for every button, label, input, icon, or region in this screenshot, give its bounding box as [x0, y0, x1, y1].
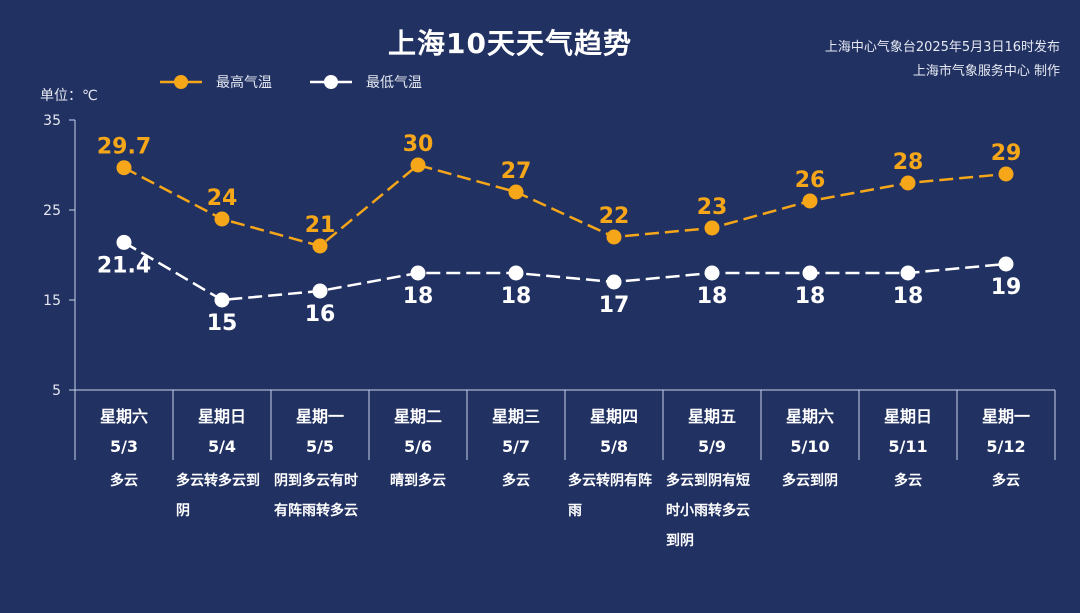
weekday-label: 星期六 — [100, 407, 148, 426]
data-label-low: 17 — [599, 293, 630, 318]
weather-description: 多云 — [992, 473, 1020, 489]
data-point-high — [312, 238, 328, 254]
date-label: 5/10 — [790, 437, 829, 456]
weekday-label: 星期日 — [198, 407, 246, 426]
data-point-high — [116, 160, 132, 176]
data-point-low — [116, 234, 132, 250]
data-point-low — [606, 274, 622, 290]
series-line-low — [123, 241, 1007, 302]
weekday-label: 星期一 — [296, 407, 344, 426]
series-line-high — [123, 163, 1007, 248]
date-label: 5/3 — [110, 437, 138, 456]
data-label-low: 19 — [991, 275, 1022, 300]
data-label-low: 18 — [697, 284, 728, 309]
weather-description: 晴到多云 — [390, 473, 446, 489]
data-point-high — [410, 157, 426, 173]
weather-description: 阴到多云有时有阵雨转多云 — [274, 473, 358, 519]
data-label-low: 18 — [893, 284, 924, 309]
legend-label-high: 最高气温 — [216, 75, 272, 91]
data-label-low: 18 — [501, 284, 532, 309]
data-label-high: 21 — [305, 213, 336, 238]
data-point-high — [704, 220, 720, 236]
legend-marker-low — [310, 75, 352, 89]
data-label-high: 29 — [991, 141, 1022, 166]
date-label: 5/4 — [208, 437, 236, 456]
date-label: 5/8 — [600, 437, 628, 456]
data-point-high — [998, 166, 1014, 182]
date-label: 5/5 — [306, 437, 334, 456]
weather-description: 多云 — [894, 473, 922, 489]
unit-label: 单位：℃ — [40, 88, 98, 104]
date-label: 5/9 — [698, 437, 726, 456]
data-label-low: 18 — [403, 284, 434, 309]
legend-item-low: 最低气温 — [310, 72, 422, 92]
data-point-low — [900, 265, 916, 281]
data-label-high: 27 — [501, 159, 532, 184]
data-label-high: 26 — [795, 168, 826, 193]
data-label-low: 16 — [305, 302, 336, 327]
chart-title: 上海10天天气趋势 — [388, 27, 632, 60]
data-point-low — [410, 265, 426, 281]
data-point-high — [214, 211, 230, 227]
data-label-high: 30 — [403, 132, 434, 157]
date-label: 5/6 — [404, 437, 432, 456]
weekday-label: 星期一 — [982, 407, 1030, 426]
data-point-high — [802, 193, 818, 209]
weekday-label: 星期六 — [786, 407, 834, 426]
producer-line: 上海市气象服务中心 制作 — [912, 64, 1060, 79]
data-point-high — [900, 175, 916, 191]
weather-description: 多云转阴有阵雨 — [568, 473, 652, 519]
legend-marker-high — [160, 75, 202, 89]
legend-label-low: 最低气温 — [366, 75, 422, 91]
date-label: 5/7 — [502, 437, 530, 456]
data-point-low — [704, 265, 720, 281]
data-label-low: 21.4 — [97, 253, 151, 278]
weather-description: 多云 — [110, 473, 138, 489]
data-point-low — [508, 265, 524, 281]
weather-description: 多云 — [502, 473, 530, 489]
date-label: 5/12 — [986, 437, 1025, 456]
data-point-low — [214, 292, 230, 308]
weekday-label: 星期三 — [492, 407, 540, 426]
issuer-line: 上海中心气象台2025年5月3日16时发布 — [824, 40, 1060, 55]
data-point-low — [998, 256, 1014, 272]
data-label-high: 29.7 — [97, 135, 151, 160]
y-tick-label: 35 — [43, 113, 61, 129]
data-label-high: 22 — [599, 204, 630, 229]
weekday-label: 星期四 — [590, 407, 638, 426]
weather-description: 多云转多云到阴 — [176, 473, 260, 519]
data-label-high: 28 — [893, 150, 924, 175]
data-label-low: 15 — [207, 311, 238, 336]
date-label: 5/11 — [888, 437, 927, 456]
weekday-label: 星期日 — [884, 407, 932, 426]
data-point-low — [802, 265, 818, 281]
weather-description: 多云到阴有短时小雨转多云到阴 — [666, 473, 750, 549]
data-label-high: 24 — [207, 186, 238, 211]
weather-description: 多云到阴 — [782, 473, 838, 489]
y-tick-label: 5 — [52, 383, 61, 399]
data-label-high: 23 — [697, 195, 728, 220]
data-point-high — [606, 229, 622, 245]
data-label-low: 18 — [795, 284, 826, 309]
y-tick-label: 25 — [43, 203, 61, 219]
weekday-label: 星期五 — [688, 407, 736, 426]
weekday-label: 星期二 — [394, 407, 442, 426]
data-point-high — [508, 184, 524, 200]
y-tick-label: 15 — [43, 293, 61, 309]
data-point-low — [312, 283, 328, 299]
legend-item-high: 最高气温 — [160, 72, 272, 92]
